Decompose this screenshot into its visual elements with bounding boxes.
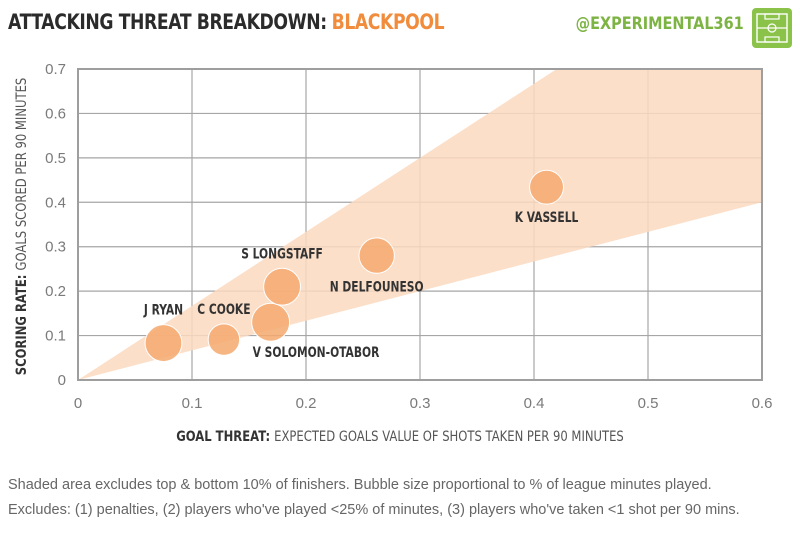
data-label: N DELFOUNESO [330, 279, 424, 295]
data-bubble [144, 324, 183, 363]
data-bubble [263, 267, 301, 306]
y-axis-title-bold: SCORING RATE: [14, 271, 31, 376]
y-tick-label: 0.2 [45, 283, 66, 300]
y-tick-label: 0 [58, 372, 66, 389]
x-tick-label: 0.3 [410, 395, 431, 412]
data-bubble [358, 237, 395, 274]
data-label: C COOKE [197, 302, 250, 318]
footnote-exclusions: Excludes: (1) penalties, (2) players who… [8, 502, 740, 518]
data-label: S LONGSTAFF [241, 246, 323, 262]
y-tick-label: 0.6 [45, 105, 66, 122]
data-label: K VASSELL [515, 210, 579, 226]
x-tick-label: 0.6 [752, 395, 773, 412]
data-label: V SOLOMON-OTABOR [253, 345, 380, 361]
y-tick-label: 0.3 [45, 239, 66, 256]
x-axis-title: GOAL THREAT: EXPECTED GOALS VALUE OF SHO… [176, 429, 624, 446]
y-tick-label: 0.5 [45, 150, 66, 167]
y-tick-label: 0.1 [45, 328, 66, 345]
football-pitch-icon [752, 8, 792, 48]
chart-title-team: BLACKPOOL [331, 10, 445, 34]
x-tick-label: 0.1 [182, 395, 203, 412]
chart-title: ATTACKING THREAT BREAKDOWN: BLACKPOOL [8, 10, 445, 34]
data-label: J RYAN [143, 303, 183, 319]
shaded-band [78, 69, 762, 380]
data-bubble [207, 323, 241, 356]
twitter-handle: @EXPERIMENTAL361 [575, 14, 744, 34]
x-tick-label: 0.5 [638, 395, 659, 412]
chart-title-main: ATTACKING THREAT BREAKDOWN: [8, 10, 327, 34]
data-bubble [251, 302, 291, 342]
y-axis-title: SCORING RATE: GOALS SCORED PER 90 MINUTE… [14, 78, 31, 376]
x-tick-label: 0.4 [524, 395, 545, 412]
data-bubble [529, 169, 565, 205]
x-tick-label: 0.2 [296, 395, 317, 412]
y-tick-label: 0.4 [45, 194, 66, 211]
x-axis-title-bold: GOAL THREAT: [176, 429, 274, 446]
x-tick-label: 0 [74, 395, 82, 412]
y-tick-label: 0.7 [45, 61, 66, 78]
x-axis-title-desc: EXPECTED GOALS VALUE OF SHOTS TAKEN PER … [274, 429, 624, 446]
footnote-shading: Shaded area excludes top & bottom 10% of… [8, 477, 712, 493]
scatter-chart: 0 0.1 0.2 0.3 0.4 0.5 0.6 0 0.1 0.2 0.3 0.4 0.5 0.6 0.… [14, 61, 773, 446]
y-axis-title-desc: GOALS SCORED PER 90 MINUTES [14, 78, 31, 271]
plot-border [77, 68, 763, 381]
